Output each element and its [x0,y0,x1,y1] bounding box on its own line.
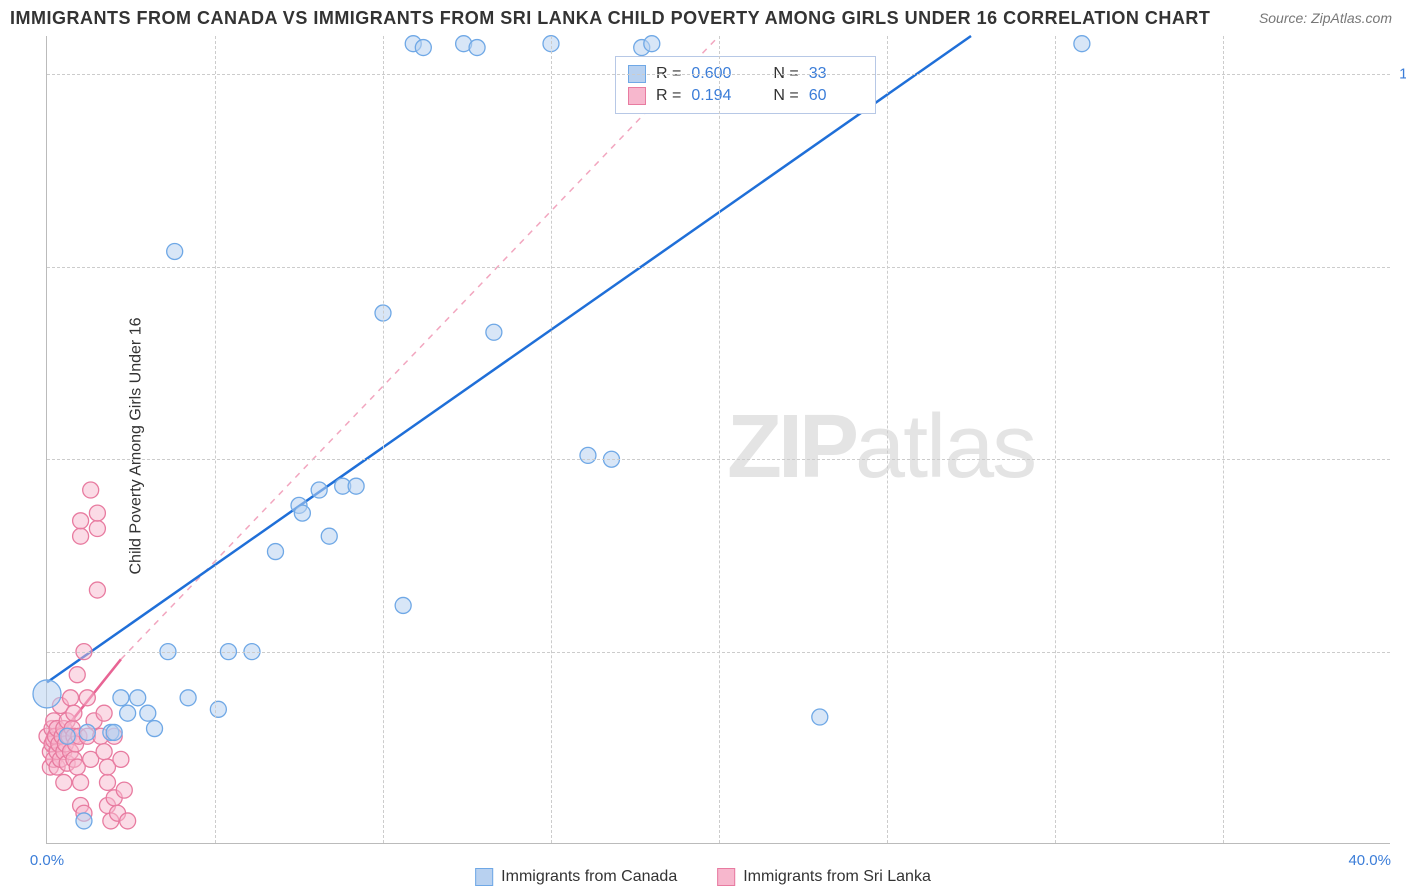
source-label: Source: [1259,10,1307,26]
data-point [73,528,89,544]
data-point [348,478,364,494]
data-point [120,705,136,721]
data-point [89,582,105,598]
y-tick-label: 75.0% [1396,258,1406,275]
data-point [79,690,95,706]
x-tick-label: 40.0% [1348,852,1391,869]
swatch-canada [475,868,493,886]
data-point [267,544,283,560]
data-point [69,667,85,683]
y-tick-label: 25.0% [1396,643,1406,660]
swatch-srilanka [628,87,646,105]
legend-label-canada: Immigrants from Canada [501,868,677,886]
swatch-srilanka [717,868,735,886]
data-point [644,36,660,52]
legend-bottom: Immigrants from Canada Immigrants from S… [475,868,931,886]
stat-n-label: N = [773,87,798,105]
data-point [167,243,183,259]
data-point [89,520,105,536]
gridline-v [215,36,216,843]
legend-stats-row-srilanka: R = 0.194 N = 60 [628,85,863,107]
data-point [96,705,112,721]
data-point [96,744,112,760]
data-point [580,447,596,463]
gridline-v [1055,36,1056,843]
data-point [63,690,79,706]
data-point [83,482,99,498]
data-point [56,774,72,790]
gridline-v [719,36,720,843]
data-point [66,705,82,721]
data-point [321,528,337,544]
stat-n-srilanka: 60 [809,87,863,105]
data-point [116,782,132,798]
data-point [395,597,411,613]
data-point [486,324,502,340]
y-tick-label: 50.0% [1396,451,1406,468]
data-point [469,40,485,56]
data-point [79,724,95,740]
data-point [180,690,196,706]
data-point [147,721,163,737]
source-value: ZipAtlas.com [1311,10,1392,26]
data-point [1074,36,1090,52]
data-point [59,728,75,744]
legend-item-srilanka: Immigrants from Sri Lanka [717,868,931,886]
chart-title: IMMIGRANTS FROM CANADA VS IMMIGRANTS FRO… [10,8,1210,29]
data-point [76,813,92,829]
data-point [311,482,327,498]
data-point [113,751,129,767]
data-point [89,505,105,521]
data-point [113,690,129,706]
data-point [130,690,146,706]
x-tick-label: 0.0% [30,852,64,869]
data-point [99,774,115,790]
gridline-v [551,36,552,843]
plot-area: ZIPatlas R = 0.600 N = 33 R = 0.194 N = … [46,36,1390,844]
data-point [294,505,310,521]
data-point [73,513,89,529]
stat-r-label: R = [656,87,681,105]
data-point [415,40,431,56]
legend-stats: R = 0.600 N = 33 R = 0.194 N = 60 [615,56,876,114]
data-point [73,774,89,790]
legend-item-canada: Immigrants from Canada [475,868,677,886]
gridline-v [383,36,384,843]
legend-label-srilanka: Immigrants from Sri Lanka [743,868,931,886]
data-point [210,701,226,717]
data-point [140,705,156,721]
gridline-v [1223,36,1224,843]
data-point [33,680,61,708]
source-attribution: Source: ZipAtlas.com [1259,10,1392,26]
gridline-v [887,36,888,843]
data-point [106,724,122,740]
data-point [120,813,136,829]
data-point [812,709,828,725]
y-tick-label: 100.0% [1396,66,1406,83]
